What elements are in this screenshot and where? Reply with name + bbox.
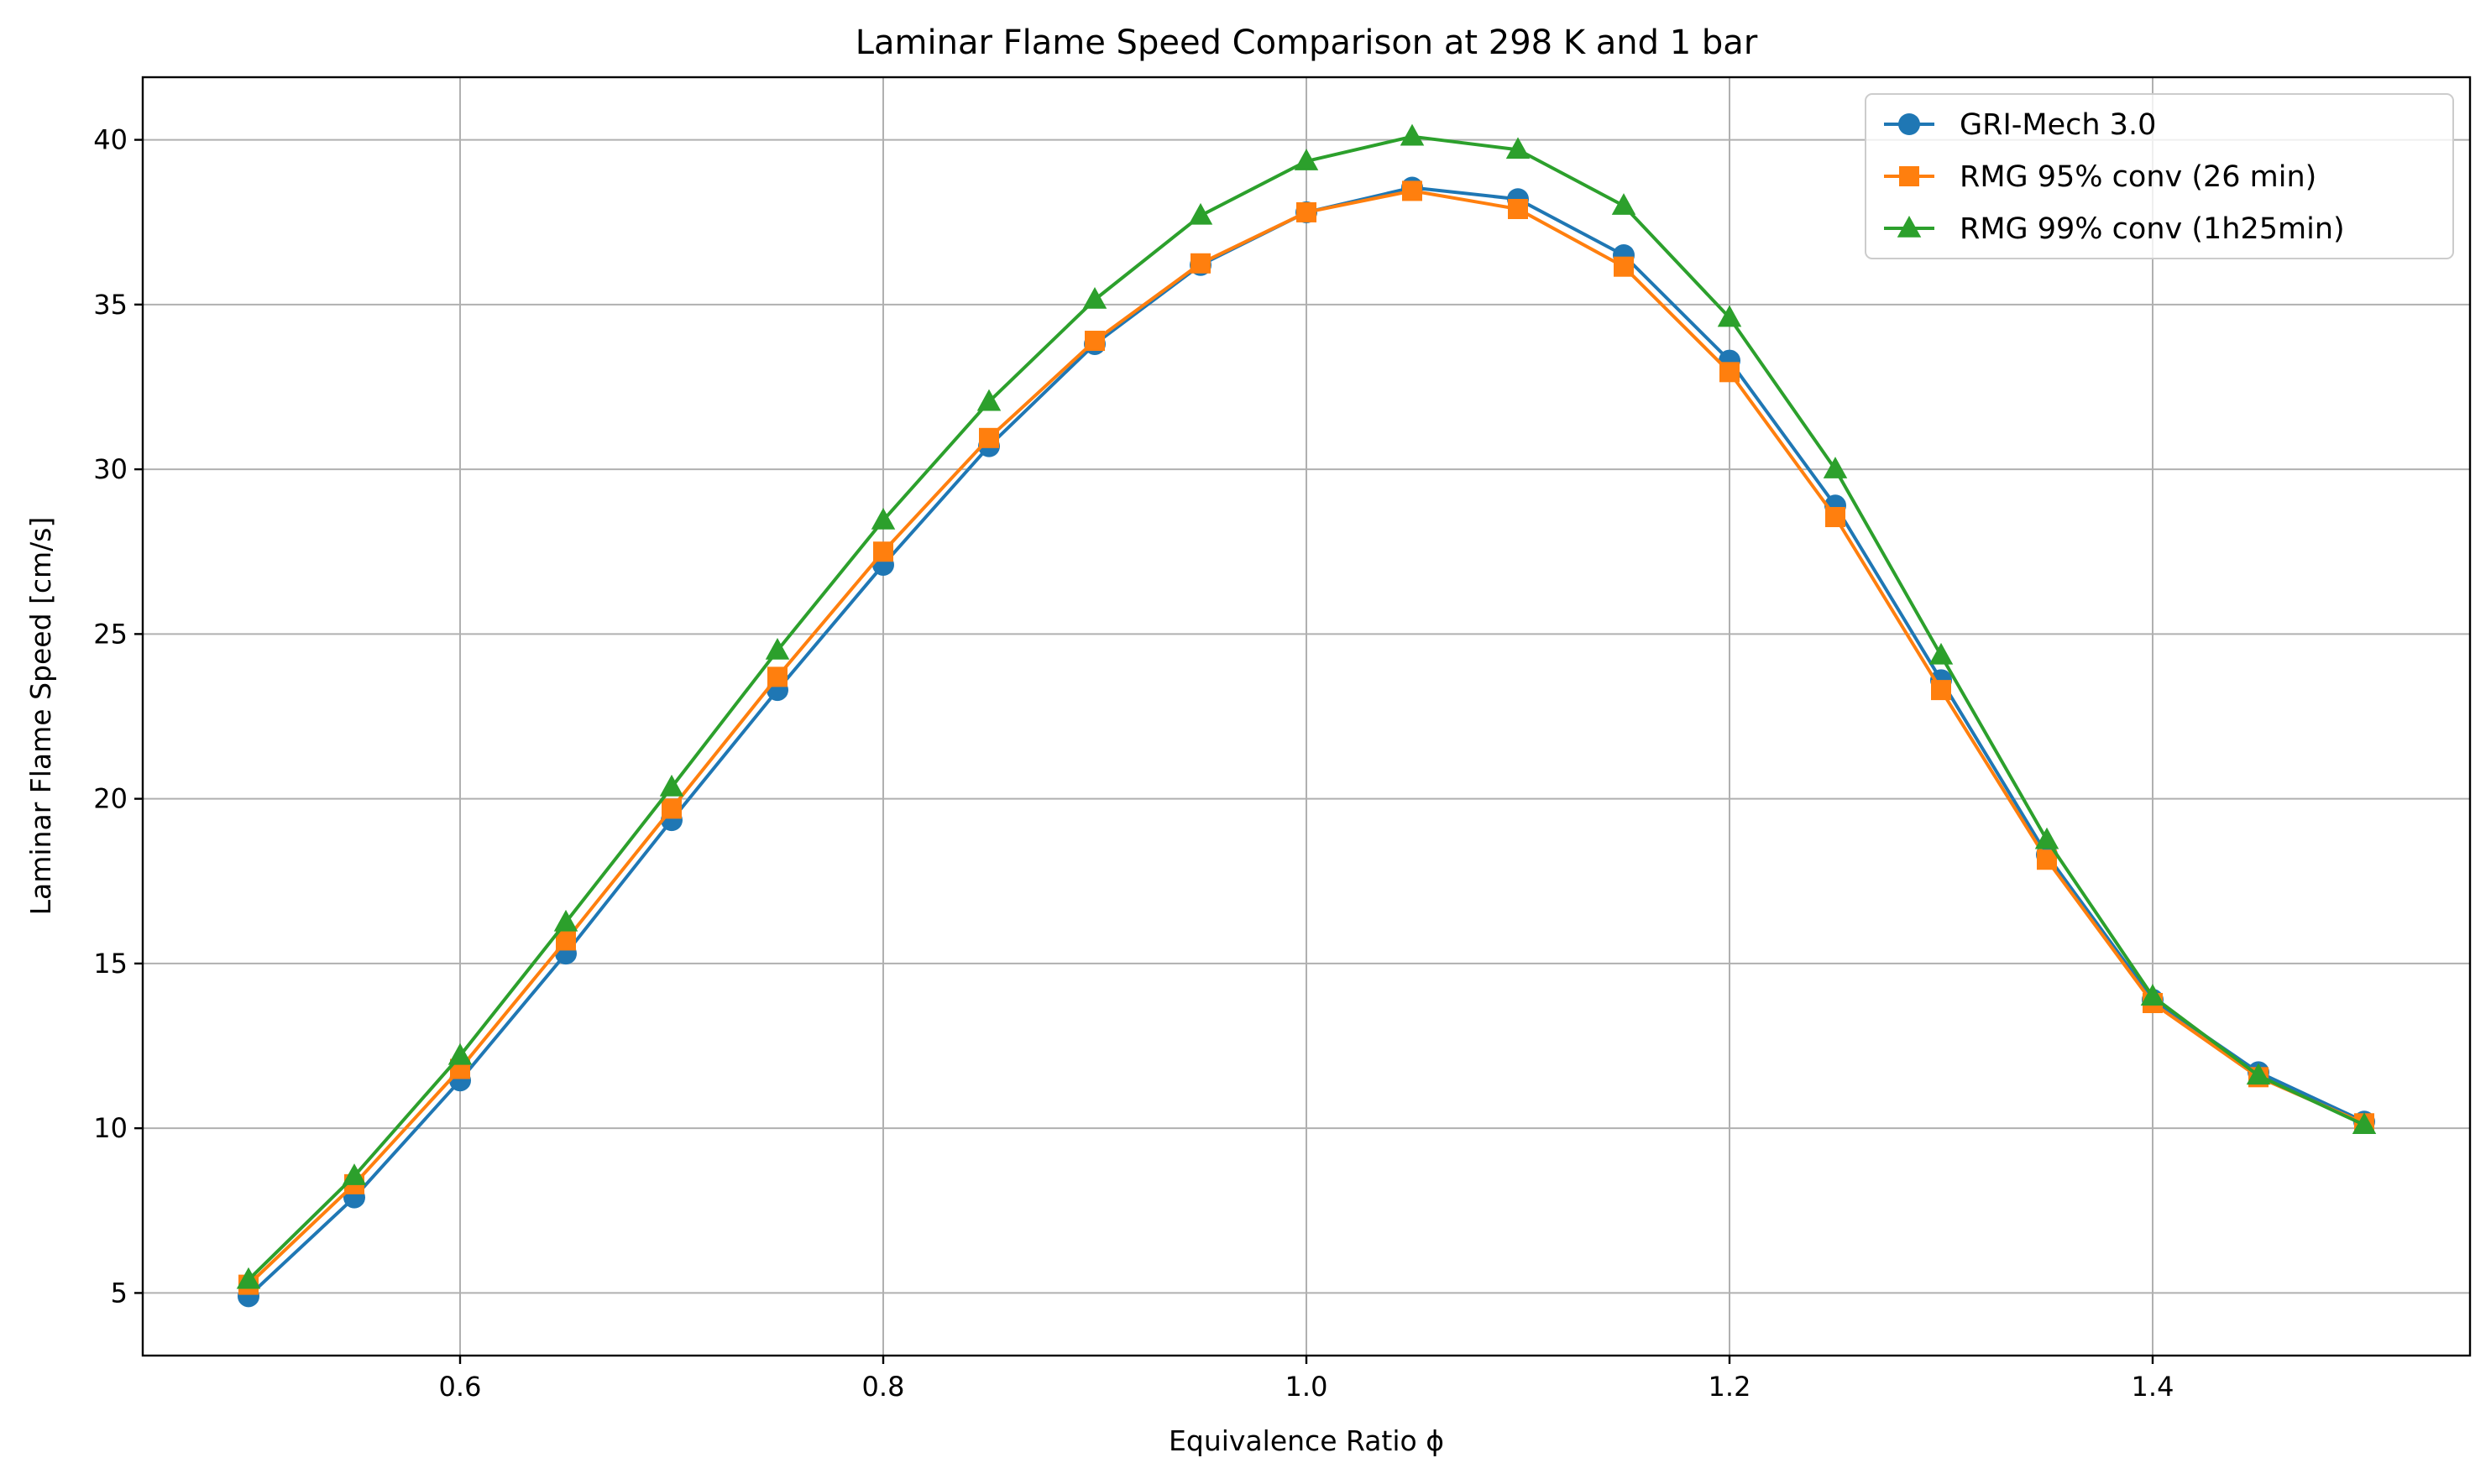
data-point bbox=[1188, 202, 1213, 225]
data-point bbox=[2352, 1112, 2377, 1135]
data-point bbox=[1296, 201, 1316, 222]
legend-item: RMG 99% conv (1h25min) bbox=[1884, 212, 2345, 246]
y-tick-label: 5 bbox=[111, 1277, 128, 1309]
data-point bbox=[1611, 193, 1636, 215]
x-tick-label: 1.2 bbox=[1709, 1371, 1751, 1403]
data-point bbox=[1400, 123, 1425, 146]
data-point bbox=[979, 427, 999, 448]
data-point bbox=[1082, 286, 1107, 309]
data-point bbox=[1928, 642, 1954, 665]
legend-box bbox=[1865, 93, 2454, 259]
y-tick-label: 20 bbox=[93, 783, 128, 815]
data-point bbox=[1294, 149, 1319, 170]
data-point bbox=[342, 1163, 367, 1185]
data-point bbox=[447, 1042, 473, 1065]
data-point bbox=[1085, 331, 1105, 352]
data-point bbox=[1191, 253, 1211, 274]
data-point bbox=[556, 930, 576, 951]
y-tick-label: 15 bbox=[93, 948, 128, 980]
data-point bbox=[873, 541, 893, 562]
legend-label: GRI-Mech 3.0 bbox=[1960, 108, 2156, 142]
data-point bbox=[1614, 256, 1634, 277]
legend-item: RMG 95% conv (26 min) bbox=[1884, 160, 2316, 194]
y-tick-label: 25 bbox=[93, 618, 128, 650]
data-point bbox=[765, 637, 790, 660]
tick-layer: 0.6 0.8 1.0 1.2 1.4 5 10 15 20 25 30 35 40 bbox=[93, 124, 2174, 1403]
legend-label: RMG 99% conv (1h25min) bbox=[1960, 212, 2345, 246]
legend-marker bbox=[1898, 113, 1920, 135]
data-point bbox=[2140, 984, 2165, 1006]
legend-marker bbox=[1897, 216, 1922, 238]
data-point bbox=[2037, 849, 2057, 870]
y-tick-label: 10 bbox=[93, 1112, 128, 1144]
data-point bbox=[659, 774, 684, 797]
data-point bbox=[1823, 457, 1848, 478]
legend-marker bbox=[1899, 166, 1919, 186]
data-point bbox=[1825, 507, 1845, 528]
x-tick-label: 0.8 bbox=[862, 1371, 905, 1403]
series-3 bbox=[236, 123, 2377, 1289]
x-tick-label: 1.4 bbox=[2132, 1371, 2174, 1403]
data-point bbox=[767, 666, 788, 687]
x-tick-label: 0.6 bbox=[439, 1371, 482, 1403]
data-point bbox=[236, 1267, 261, 1289]
data-point bbox=[662, 798, 682, 819]
series-layer bbox=[236, 123, 2377, 1308]
y-axis-label: Laminar Flame Speed [cm/s] bbox=[24, 517, 57, 916]
y-tick-label: 40 bbox=[93, 124, 128, 156]
chart-title: Laminar Flame Speed Comparison at 298 K … bbox=[856, 24, 1758, 62]
legend-label: RMG 95% conv (26 min) bbox=[1960, 160, 2316, 194]
data-point bbox=[2034, 827, 2059, 849]
y-tick-label: 30 bbox=[93, 453, 128, 485]
data-point bbox=[1508, 199, 1528, 220]
data-point bbox=[2246, 1063, 2271, 1085]
data-point bbox=[1505, 137, 1531, 159]
legend-item: GRI-Mech 3.0 bbox=[1884, 108, 2156, 142]
y-tick-label: 35 bbox=[93, 289, 128, 321]
data-point bbox=[976, 389, 1002, 411]
legend: GRI-Mech 3.0 RMG 95% conv (26 min) RMG 99%… bbox=[1865, 93, 2454, 259]
data-point bbox=[1402, 180, 1422, 201]
grid-layer bbox=[143, 77, 2470, 1356]
data-point bbox=[1717, 305, 1742, 327]
data-point bbox=[1931, 680, 1951, 701]
data-point bbox=[871, 507, 896, 530]
x-axis-label: Equivalence Ratio ϕ bbox=[1169, 1424, 1444, 1457]
data-point bbox=[1719, 362, 1740, 383]
data-point bbox=[553, 909, 578, 932]
x-tick-label: 1.0 bbox=[1285, 1371, 1328, 1403]
